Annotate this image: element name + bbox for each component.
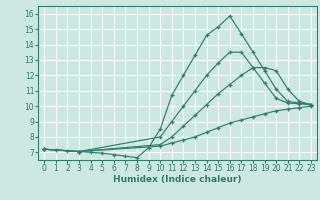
X-axis label: Humidex (Indice chaleur): Humidex (Indice chaleur) bbox=[113, 175, 242, 184]
